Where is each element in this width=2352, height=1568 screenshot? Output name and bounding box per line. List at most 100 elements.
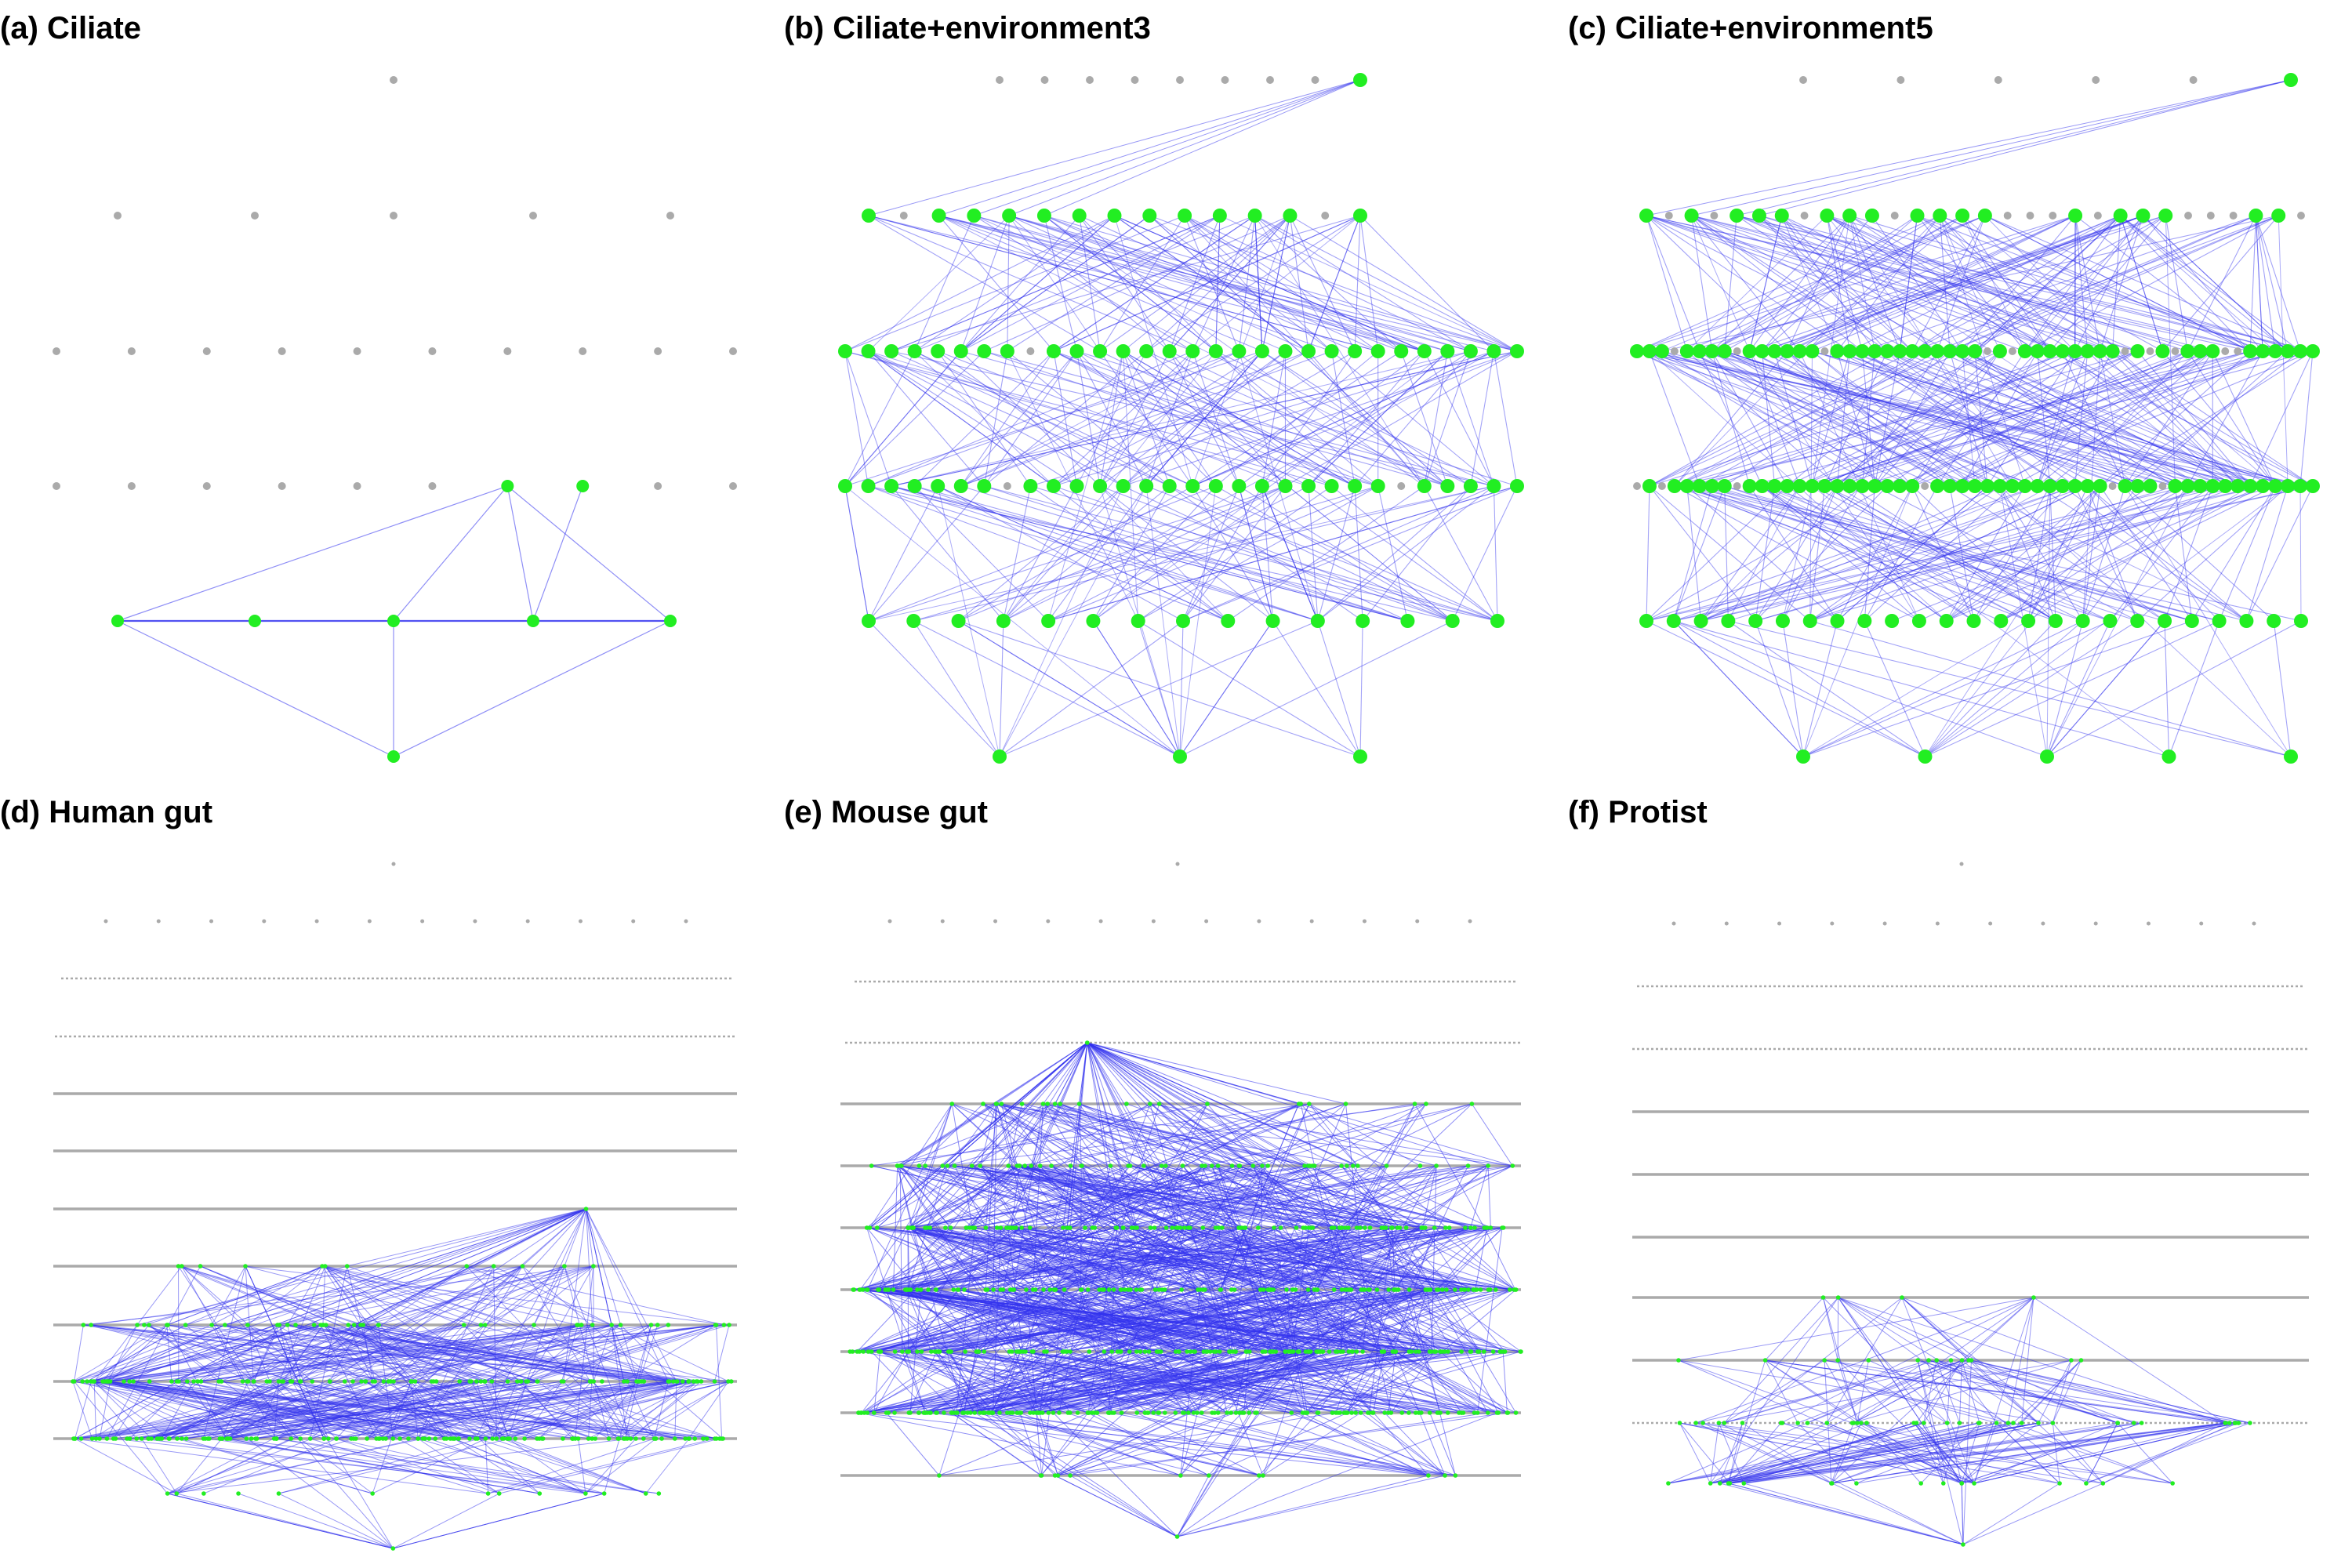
inactive-node bbox=[1397, 482, 1406, 490]
edge bbox=[1802, 620, 2111, 757]
edge bbox=[914, 215, 1255, 352]
edge bbox=[1861, 350, 1875, 487]
active-node bbox=[467, 1436, 472, 1441]
edge bbox=[1306, 1351, 1349, 1414]
edge bbox=[1849, 215, 2051, 352]
edge bbox=[1774, 215, 2076, 352]
active-node bbox=[1163, 1410, 1167, 1415]
edge bbox=[1711, 215, 1918, 352]
edge bbox=[1354, 215, 1361, 352]
inactive-node bbox=[2229, 212, 2238, 220]
active-node bbox=[2136, 209, 2151, 223]
inactive-node bbox=[262, 919, 267, 924]
active-node bbox=[1864, 209, 1879, 223]
active-node bbox=[659, 1436, 664, 1441]
edge bbox=[92, 1381, 686, 1439]
active-node bbox=[1692, 344, 1707, 358]
edge bbox=[974, 215, 1193, 352]
edge bbox=[1261, 485, 1274, 622]
edge bbox=[1711, 350, 1913, 487]
edge bbox=[1911, 350, 2276, 487]
active-node bbox=[311, 1323, 317, 1327]
active-node bbox=[2239, 614, 2254, 628]
active-node bbox=[1519, 1349, 1523, 1354]
edge bbox=[1308, 1351, 1373, 1414]
active-node bbox=[1358, 1410, 1363, 1415]
edge bbox=[586, 1208, 677, 1382]
active-node bbox=[1453, 1473, 1458, 1478]
edge bbox=[1674, 485, 2165, 622]
edge bbox=[499, 1438, 720, 1494]
edge bbox=[1037, 1351, 1090, 1414]
edge bbox=[2162, 350, 2276, 487]
network-graph-c bbox=[1630, 73, 2320, 764]
edge bbox=[1076, 350, 1518, 487]
active-node bbox=[1842, 479, 1857, 493]
active-node bbox=[1422, 1225, 1428, 1230]
edge bbox=[1969, 1359, 2251, 1424]
edge bbox=[1674, 350, 2288, 487]
inactive-node bbox=[1151, 919, 1156, 924]
active-node bbox=[1324, 344, 1339, 358]
active-node bbox=[1969, 1358, 1974, 1363]
edge bbox=[347, 1324, 373, 1382]
edge bbox=[1149, 1351, 1448, 1414]
edge bbox=[963, 1351, 978, 1414]
edge bbox=[1962, 215, 2051, 352]
inactive-node bbox=[1890, 212, 1899, 220]
edge bbox=[1392, 1227, 1436, 1352]
active-node bbox=[1316, 1410, 1321, 1415]
active-node bbox=[1630, 344, 1644, 358]
edge bbox=[2191, 485, 2276, 622]
edge bbox=[466, 1265, 612, 1326]
edge bbox=[1007, 215, 1221, 352]
edge bbox=[958, 485, 1286, 622]
edge bbox=[1711, 485, 2192, 622]
active-node bbox=[572, 1436, 578, 1441]
edge bbox=[864, 1351, 966, 1414]
active-node bbox=[342, 1379, 347, 1384]
active-node bbox=[1092, 1225, 1098, 1230]
active-node bbox=[1384, 1163, 1389, 1168]
inactive-node bbox=[1266, 76, 1274, 84]
edge bbox=[1099, 485, 1453, 622]
edge bbox=[929, 1412, 1456, 1476]
active-node bbox=[1802, 614, 1817, 628]
edge bbox=[1044, 215, 1078, 352]
edge bbox=[1719, 1422, 2022, 1484]
active-node bbox=[1102, 1349, 1107, 1354]
active-node bbox=[1830, 614, 1845, 628]
active-node bbox=[127, 1436, 132, 1441]
edge bbox=[869, 1227, 1207, 1352]
active-node bbox=[1900, 1295, 1904, 1300]
active-node bbox=[2205, 479, 2220, 493]
edge bbox=[1699, 485, 2083, 622]
edge bbox=[2074, 350, 2089, 487]
edge bbox=[966, 1165, 1387, 1229]
edge bbox=[1043, 1103, 1429, 1290]
edge bbox=[1899, 215, 1918, 352]
edge bbox=[1261, 350, 1448, 487]
active-node bbox=[1232, 1287, 1237, 1292]
active-node bbox=[583, 1207, 589, 1211]
active-node bbox=[1188, 1225, 1192, 1230]
active-node bbox=[2170, 1481, 2175, 1486]
edge bbox=[1247, 1351, 1499, 1414]
active-node bbox=[562, 1264, 567, 1269]
edge bbox=[984, 1351, 1160, 1414]
edge bbox=[1099, 215, 1290, 352]
active-node bbox=[2230, 479, 2245, 493]
inactive-node bbox=[1799, 76, 1807, 84]
active-node bbox=[590, 1323, 595, 1327]
active-node bbox=[334, 1436, 339, 1441]
edge bbox=[844, 350, 892, 487]
edge bbox=[1053, 350, 1263, 487]
active-node bbox=[2130, 614, 2145, 628]
edge bbox=[1424, 350, 1472, 487]
edge bbox=[1781, 215, 1875, 352]
edge bbox=[564, 1265, 631, 1439]
active-node bbox=[236, 1491, 241, 1496]
active-node bbox=[1127, 1349, 1132, 1354]
edge bbox=[506, 1381, 689, 1439]
panel-title-f: (f) Protist bbox=[1568, 795, 1708, 829]
